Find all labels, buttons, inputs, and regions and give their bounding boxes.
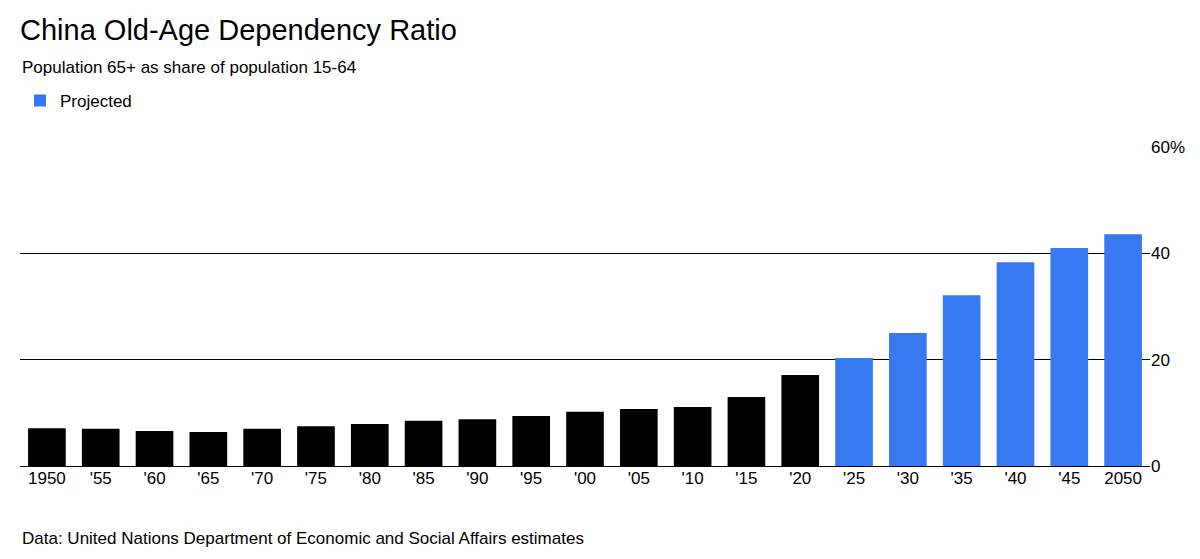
svg-text:'30: '30 bbox=[897, 469, 919, 488]
svg-text:'10: '10 bbox=[682, 469, 704, 488]
svg-text:'95: '95 bbox=[520, 469, 542, 488]
svg-text:60%: 60% bbox=[1151, 138, 1185, 157]
svg-text:'05: '05 bbox=[628, 469, 650, 488]
svg-text:'00: '00 bbox=[574, 469, 596, 488]
svg-text:'25: '25 bbox=[843, 469, 865, 488]
svg-text:1950: 1950 bbox=[28, 469, 66, 488]
svg-text:'40: '40 bbox=[1004, 469, 1026, 488]
svg-text:40: 40 bbox=[1151, 244, 1170, 263]
svg-text:'35: '35 bbox=[951, 469, 973, 488]
svg-text:Population 65+ as share of pop: Population 65+ as share of population 15… bbox=[22, 58, 356, 77]
svg-text:'80: '80 bbox=[359, 469, 381, 488]
svg-text:'70: '70 bbox=[251, 469, 273, 488]
svg-text:'85: '85 bbox=[412, 469, 434, 488]
svg-text:'60: '60 bbox=[143, 469, 165, 488]
svg-text:'55: '55 bbox=[90, 469, 112, 488]
svg-text:'20: '20 bbox=[789, 469, 811, 488]
svg-text:'15: '15 bbox=[735, 469, 757, 488]
svg-text:2050: 2050 bbox=[1104, 469, 1142, 488]
svg-text:Data: United Nations Departmen: Data: United Nations Department of Econo… bbox=[22, 529, 584, 548]
svg-text:'90: '90 bbox=[466, 469, 488, 488]
svg-text:0: 0 bbox=[1151, 457, 1160, 476]
svg-text:China Old-Age Dependency Ratio: China Old-Age Dependency Ratio bbox=[20, 14, 457, 46]
svg-text:'75: '75 bbox=[305, 469, 327, 488]
svg-text:20: 20 bbox=[1151, 351, 1170, 370]
svg-text:'65: '65 bbox=[197, 469, 219, 488]
svg-text:Projected: Projected bbox=[60, 92, 132, 111]
svg-text:'45: '45 bbox=[1058, 469, 1080, 488]
